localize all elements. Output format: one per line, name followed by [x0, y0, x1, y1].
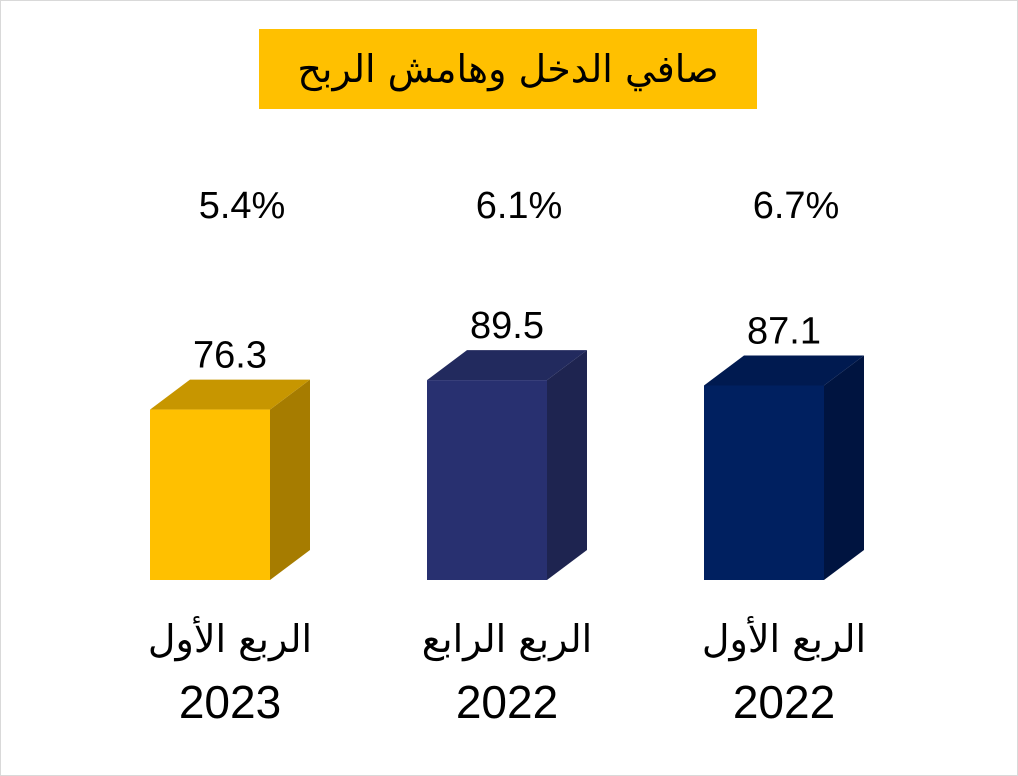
data-label: 89.5 — [470, 305, 544, 347]
bar — [427, 380, 547, 580]
bar-top — [704, 355, 864, 386]
margin-label: 6.7% — [753, 185, 840, 227]
bar-side — [824, 355, 864, 580]
margin-label: 6.1% — [476, 185, 563, 227]
chart-title: صافي الدخل وهامش الربح — [297, 47, 719, 91]
chart-title-box: صافي الدخل وهامش الربح — [259, 29, 757, 109]
bar-side — [270, 379, 310, 580]
margin-label: 5.4% — [199, 185, 286, 227]
bar — [704, 385, 824, 580]
bar-top — [427, 350, 587, 381]
category-label: الربع الأول — [148, 615, 312, 662]
data-label: 87.1 — [747, 310, 821, 352]
category-year: 2023 — [179, 676, 281, 728]
data-label: 76.3 — [193, 335, 267, 377]
bar — [150, 409, 270, 580]
category-label: الربع الرابع — [422, 617, 592, 662]
category-year: 2022 — [456, 676, 558, 728]
bar-top — [150, 379, 310, 410]
category-label: الربع الأول — [702, 615, 866, 662]
bar-side — [547, 350, 587, 580]
category-year: 2022 — [733, 676, 835, 728]
